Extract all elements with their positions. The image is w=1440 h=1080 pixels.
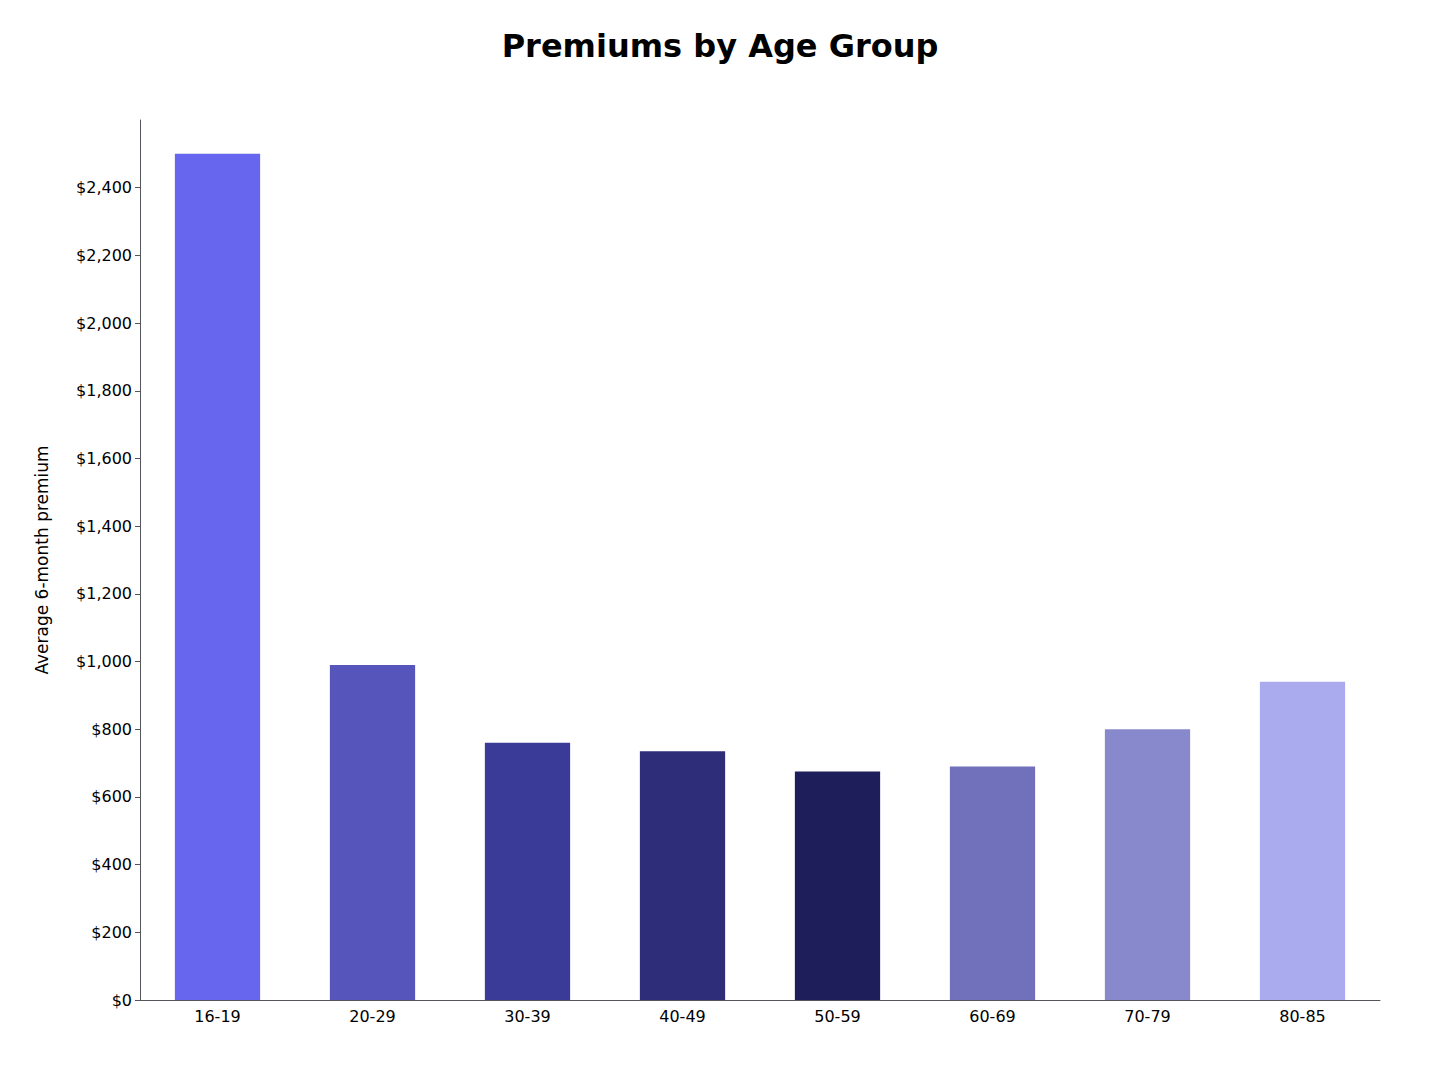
svg-text:$200: $200 bbox=[91, 923, 132, 942]
svg-text:60-69: 60-69 bbox=[969, 1007, 1016, 1026]
svg-text:$600: $600 bbox=[91, 787, 132, 806]
svg-text:30-39: 30-39 bbox=[504, 1007, 551, 1026]
svg-text:$1,200: $1,200 bbox=[76, 584, 132, 603]
svg-text:$400: $400 bbox=[91, 855, 132, 874]
svg-text:40-49: 40-49 bbox=[659, 1007, 706, 1026]
svg-text:50-59: 50-59 bbox=[814, 1007, 861, 1026]
svg-text:80-85: 80-85 bbox=[1279, 1007, 1326, 1026]
svg-text:20-29: 20-29 bbox=[349, 1007, 396, 1026]
svg-text:$2,200: $2,200 bbox=[76, 246, 132, 265]
svg-text:$1,600: $1,600 bbox=[76, 449, 132, 468]
svg-text:$2,000: $2,000 bbox=[76, 314, 132, 333]
svg-text:$1,000: $1,000 bbox=[76, 652, 132, 671]
svg-text:Premiums by Age Group: Premiums by Age Group bbox=[502, 27, 939, 65]
svg-text:$1,400: $1,400 bbox=[76, 517, 132, 536]
svg-text:$0: $0 bbox=[112, 991, 132, 1010]
svg-text:$800: $800 bbox=[91, 720, 132, 739]
svg-text:70-79: 70-79 bbox=[1124, 1007, 1171, 1026]
svg-text:$2,400: $2,400 bbox=[76, 178, 132, 197]
svg-text:$1,800: $1,800 bbox=[76, 381, 132, 400]
svg-text:Average 6-month premium: Average 6-month premium bbox=[32, 445, 52, 674]
svg-text:16-19: 16-19 bbox=[194, 1007, 241, 1026]
